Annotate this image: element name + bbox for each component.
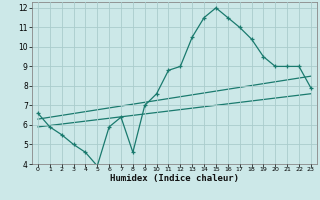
X-axis label: Humidex (Indice chaleur): Humidex (Indice chaleur)	[110, 174, 239, 183]
